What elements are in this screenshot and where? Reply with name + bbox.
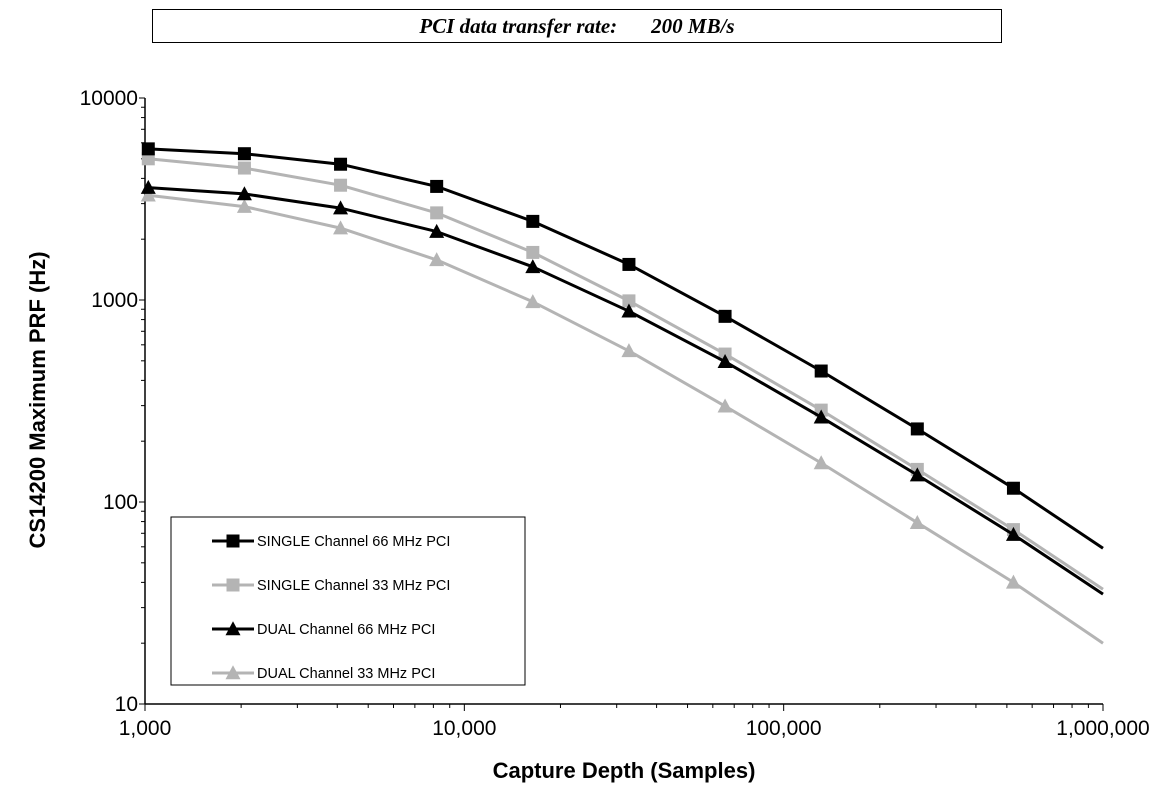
data-point bbox=[622, 257, 636, 271]
data-point bbox=[525, 259, 541, 274]
y-minor-ticks bbox=[139, 97, 145, 705]
data-point bbox=[429, 252, 445, 267]
data-point bbox=[141, 142, 155, 156]
data-point bbox=[813, 409, 829, 424]
legend-label: SINGLE Channel 33 MHz PCI bbox=[257, 578, 450, 594]
data-point bbox=[621, 303, 637, 318]
data-point bbox=[909, 467, 925, 482]
data-point bbox=[1006, 481, 1020, 495]
data-point bbox=[1005, 526, 1021, 541]
data-point bbox=[430, 206, 444, 220]
series-layer bbox=[140, 142, 1104, 645]
legend-label: SINGLE Channel 66 MHz PCI bbox=[257, 534, 450, 550]
legend-item: SINGLE Channel 33 MHz PCI bbox=[212, 578, 450, 594]
data-point bbox=[1005, 574, 1021, 589]
axes: 10 100 1000 10000 1,000 10,000 100,000 1,000,0… bbox=[80, 87, 1150, 740]
legend-swatch-marker bbox=[226, 578, 240, 592]
data-point bbox=[333, 220, 349, 235]
x-minor-ticks bbox=[144, 704, 1104, 711]
series-2 bbox=[140, 179, 1104, 596]
data-point bbox=[334, 178, 348, 192]
legend-swatch-marker bbox=[226, 534, 240, 548]
header-value: 200 MB/s bbox=[651, 13, 735, 38]
data-point bbox=[237, 147, 251, 161]
x-tick-label: 1,000 bbox=[119, 717, 172, 740]
data-point bbox=[429, 223, 445, 238]
data-point bbox=[525, 294, 541, 309]
data-point bbox=[333, 200, 349, 215]
y-tick-label: 10000 bbox=[80, 87, 138, 110]
x-tick-label: 10,000 bbox=[432, 717, 496, 740]
y-tick-label: 10 bbox=[115, 693, 138, 716]
legend-swatch-marker bbox=[225, 621, 241, 636]
legend-item: DUAL Channel 66 MHz PCI bbox=[212, 621, 435, 638]
data-point bbox=[621, 343, 637, 358]
data-point bbox=[910, 422, 924, 436]
data-point bbox=[717, 353, 733, 368]
legend-item: SINGLE Channel 66 MHz PCI bbox=[212, 534, 450, 550]
data-point bbox=[334, 157, 348, 171]
x-tick-label: 100,000 bbox=[746, 717, 822, 740]
x-axis-label: Capture Depth (Samples) bbox=[493, 758, 756, 783]
series-3 bbox=[140, 187, 1104, 645]
chart-header: PCI data transfer rate: 200 MB/s bbox=[152, 9, 1002, 43]
data-point bbox=[717, 398, 733, 413]
data-point bbox=[140, 187, 156, 202]
data-point bbox=[236, 198, 252, 213]
data-point bbox=[814, 364, 828, 378]
y-tick-label: 100 bbox=[103, 491, 138, 514]
y-axis-label: CS14200 Maximum PRF (Hz) bbox=[25, 251, 50, 548]
data-point bbox=[622, 294, 636, 308]
x-tick-label: 1,000,000 bbox=[1056, 717, 1149, 740]
x-tick-labels: 1,000 10,000 100,000 1,000,000 bbox=[119, 717, 1150, 740]
legend-label: DUAL Channel 66 MHz PCI bbox=[257, 622, 435, 638]
data-point bbox=[430, 179, 444, 193]
legend-items: SINGLE Channel 66 MHz PCI SINGLE Channel … bbox=[212, 534, 450, 682]
data-point bbox=[140, 179, 156, 194]
data-point bbox=[237, 161, 251, 175]
data-point bbox=[909, 514, 925, 529]
legend-label: DUAL Channel 33 MHz PCI bbox=[257, 666, 435, 682]
series-1 bbox=[141, 152, 1104, 591]
legend: SINGLE Channel 66 MHz PCI SINGLE Channel … bbox=[170, 516, 526, 686]
data-point bbox=[718, 309, 732, 323]
series-0 bbox=[141, 142, 1104, 550]
data-point bbox=[526, 245, 540, 259]
legend-item: DUAL Channel 33 MHz PCI bbox=[212, 665, 435, 682]
y-tick-label: 1000 bbox=[91, 289, 138, 312]
y-tick-labels: 10 100 1000 10000 bbox=[80, 87, 138, 716]
header-label: PCI data transfer rate: bbox=[419, 13, 618, 38]
data-point bbox=[236, 186, 252, 201]
data-point bbox=[141, 152, 155, 166]
legend-swatch-marker bbox=[225, 665, 241, 680]
data-point bbox=[813, 455, 829, 470]
data-point bbox=[526, 214, 540, 228]
